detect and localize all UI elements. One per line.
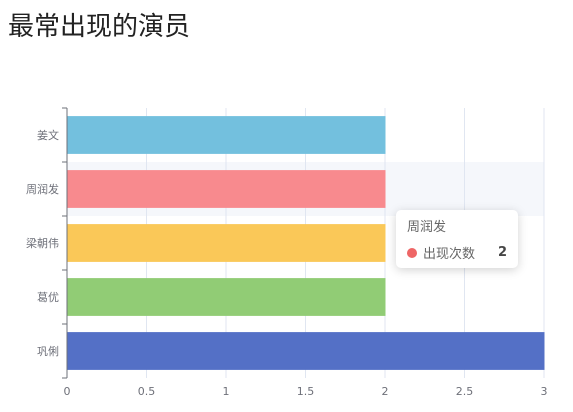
y-category-label: 巩俐 [37, 345, 59, 358]
y-category-label: 周润发 [26, 182, 59, 196]
x-tick-label: 3 [541, 385, 548, 398]
x-tick-label: 0.5 [138, 385, 156, 398]
tooltip-series-name: 出现次数 [423, 247, 476, 262]
y-category-label: 葛优 [37, 291, 59, 304]
tooltip-row: 出现次数 2 [407, 243, 507, 262]
chart-tooltip: 周润发 出现次数 2 [396, 210, 518, 268]
x-tick-label: 0 [64, 385, 71, 398]
x-tick-label: 1.5 [297, 385, 315, 398]
page-title: 最常出现的演员 [8, 12, 191, 42]
tooltip-value: 2 [497, 245, 507, 260]
bar-葛优 [67, 278, 386, 316]
x-tick-label: 1 [223, 385, 230, 398]
bar-梁朝伟 [67, 224, 386, 262]
y-category-label: 姜文 [37, 128, 59, 142]
bar-姜文 [67, 116, 386, 154]
tooltip-title: 周润发 [407, 220, 447, 235]
x-tick-label: 2.5 [456, 385, 474, 398]
y-category-label: 梁朝伟 [26, 236, 59, 250]
bar-周润发 [67, 170, 386, 208]
tooltip-series-dot-icon [407, 247, 417, 258]
bar-巩俐 [67, 332, 545, 370]
x-tick-label: 2 [382, 385, 389, 398]
